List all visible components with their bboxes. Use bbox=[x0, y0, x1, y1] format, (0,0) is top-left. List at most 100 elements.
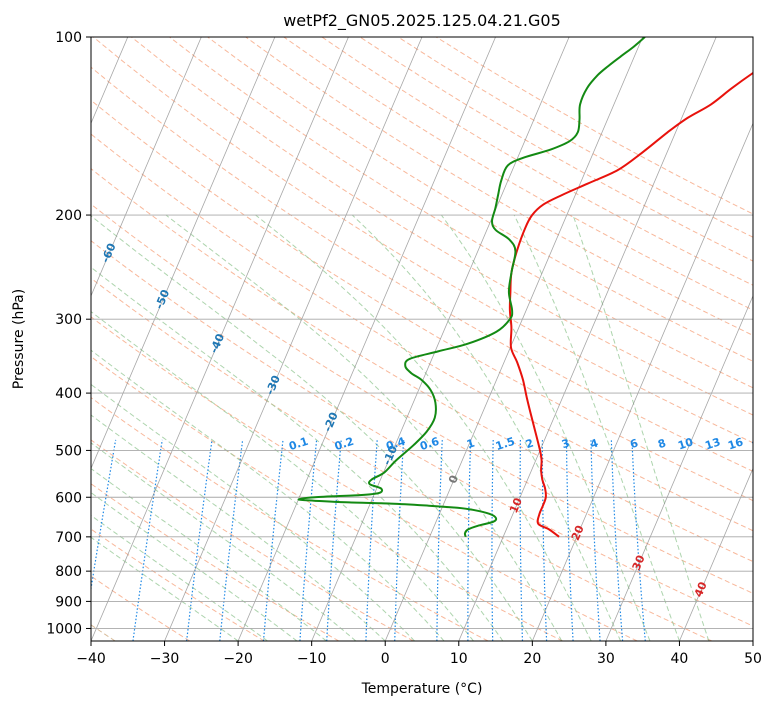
y-tick-label: 200 bbox=[55, 208, 82, 224]
isotherm-line bbox=[679, 467, 753, 641]
mixing-ratio-line bbox=[436, 439, 443, 641]
moist-adiabat-line bbox=[255, 214, 592, 641]
isotherm-line bbox=[311, 37, 570, 641]
moist-adiabat-line bbox=[513, 214, 680, 641]
moist-adiabat-line bbox=[165, 214, 563, 641]
mixing-ratio-label: 4 bbox=[589, 436, 601, 451]
isotherm-line bbox=[458, 37, 717, 641]
mixing-ratio-labels: 0.10.20.40.611.52346810131620253036 bbox=[287, 435, 769, 453]
mixing-ratio-label: 0.4 bbox=[384, 435, 407, 453]
dry-adiabat-line bbox=[91, 483, 340, 641]
moist-adiabat-line bbox=[440, 214, 651, 641]
isotherm-line bbox=[237, 37, 496, 641]
moist-adiabat-line bbox=[91, 491, 298, 641]
isotherm-label: 30 bbox=[630, 553, 648, 572]
mixing-ratio-line bbox=[610, 439, 624, 641]
mixing-ratio-label: 20 bbox=[750, 435, 769, 452]
temperature-line bbox=[508, 71, 753, 538]
mixing-ratio-line bbox=[91, 439, 117, 593]
x-tick-label: −40 bbox=[76, 651, 106, 667]
moist-adiabats bbox=[91, 214, 710, 641]
isotherm-line bbox=[164, 37, 423, 641]
y-tick-label: 500 bbox=[55, 443, 82, 459]
mixing-ratio-label: 10 bbox=[676, 435, 695, 452]
dry-adiabat-line bbox=[207, 37, 753, 362]
isotherm-line bbox=[531, 122, 753, 641]
dry-adiabat-line bbox=[131, 37, 753, 416]
moist-adiabat-line bbox=[572, 214, 710, 641]
mixing-ratio-label: 1.5 bbox=[494, 435, 517, 453]
mixing-ratio-line bbox=[132, 439, 163, 641]
isotherm-line bbox=[384, 37, 644, 641]
mixing-ratio-line bbox=[491, 439, 494, 641]
mixing-ratio-line bbox=[541, 439, 548, 641]
dry-adiabat-line bbox=[91, 439, 414, 641]
dry-adiabat-line bbox=[359, 37, 753, 262]
isotherm-label: -20 bbox=[321, 410, 341, 434]
mixing-ratio-label: 1 bbox=[465, 437, 476, 452]
dry-adiabat-line bbox=[91, 397, 489, 641]
x-tick-label: 50 bbox=[744, 651, 762, 667]
y-tick-label: 700 bbox=[55, 530, 82, 546]
dry-adiabat-line bbox=[91, 356, 563, 641]
dry-adiabat-line bbox=[169, 37, 753, 389]
mixing-ratio-line bbox=[467, 439, 472, 641]
mixing-ratio-line bbox=[219, 439, 244, 641]
isotherm-line bbox=[91, 37, 202, 297]
x-axis-label: Temperature (°C) bbox=[361, 681, 483, 697]
x-tick-label: −10 bbox=[297, 651, 327, 667]
mixing-ratio-line bbox=[326, 439, 342, 641]
dry-adiabat-line bbox=[91, 277, 713, 641]
isotherm-line bbox=[91, 37, 349, 641]
mixing-ratio-line bbox=[365, 439, 378, 641]
y-tick-label: 1000 bbox=[46, 621, 82, 637]
moist-adiabat-line bbox=[91, 215, 533, 641]
mixing-ratio-label: 0.1 bbox=[287, 435, 310, 453]
mixing-ratio-line bbox=[590, 439, 601, 641]
dewpoint-line bbox=[297, 37, 646, 538]
x-tick-label: 10 bbox=[450, 651, 468, 667]
isotherms bbox=[0, 37, 753, 641]
isotherm-line bbox=[91, 37, 276, 470]
dry-adiabat-line bbox=[91, 316, 638, 641]
dry-adiabat-line bbox=[91, 99, 753, 502]
isotherm-label: -60 bbox=[99, 241, 119, 265]
isotherm-line bbox=[752, 639, 753, 641]
y-tick-label: 800 bbox=[55, 564, 82, 580]
mixing-ratio-label: 0.2 bbox=[333, 435, 356, 453]
profile-series bbox=[297, 37, 753, 538]
dry-adiabat-line bbox=[91, 240, 753, 627]
chart-title: wetPf2_GN05.2025.125.04.21.G05 bbox=[283, 11, 561, 31]
dry-adiabat-line bbox=[91, 66, 753, 472]
plot-area: -100-90-80-70-60-50-40-30-20-10010203040… bbox=[0, 37, 769, 641]
x-tick-label: 40 bbox=[671, 651, 689, 667]
mixing-ratio-line bbox=[565, 439, 574, 641]
x-tick-label: 20 bbox=[523, 651, 541, 667]
mixing-ratio-line bbox=[394, 439, 405, 641]
isotherm-label: 20 bbox=[569, 523, 587, 542]
mixing-ratio-label: 6 bbox=[628, 436, 640, 451]
dry-adiabat-line bbox=[91, 575, 190, 641]
mixing-ratio-label: 2 bbox=[524, 437, 535, 452]
mixing-ratio-label: 16 bbox=[726, 435, 745, 452]
y-tick-label: 300 bbox=[55, 312, 82, 328]
dry-adiabat-line bbox=[91, 528, 265, 641]
dry-adiabat-line bbox=[283, 37, 753, 311]
isotherm-label: -50 bbox=[153, 287, 173, 311]
isotherm-label: 0 bbox=[446, 473, 461, 485]
x-tick-label: 0 bbox=[381, 651, 390, 667]
isotherm-line bbox=[0, 37, 54, 641]
moist-adiabat-line bbox=[91, 467, 327, 641]
mixing-ratio-line bbox=[186, 439, 213, 641]
x-tick-label: 30 bbox=[597, 651, 615, 667]
y-axis-ticks: 100 200 300 400 500 600 700 800 900 1000 bbox=[46, 30, 91, 637]
mixing-ratio-lines bbox=[91, 439, 646, 641]
isotherm-label: -80 bbox=[0, 145, 12, 169]
x-tick-label: −20 bbox=[223, 651, 253, 667]
isotherm-label: 40 bbox=[692, 580, 710, 599]
isotherm-line bbox=[605, 294, 753, 641]
isobars bbox=[91, 37, 753, 629]
isotherm-label: 10 bbox=[507, 496, 525, 515]
